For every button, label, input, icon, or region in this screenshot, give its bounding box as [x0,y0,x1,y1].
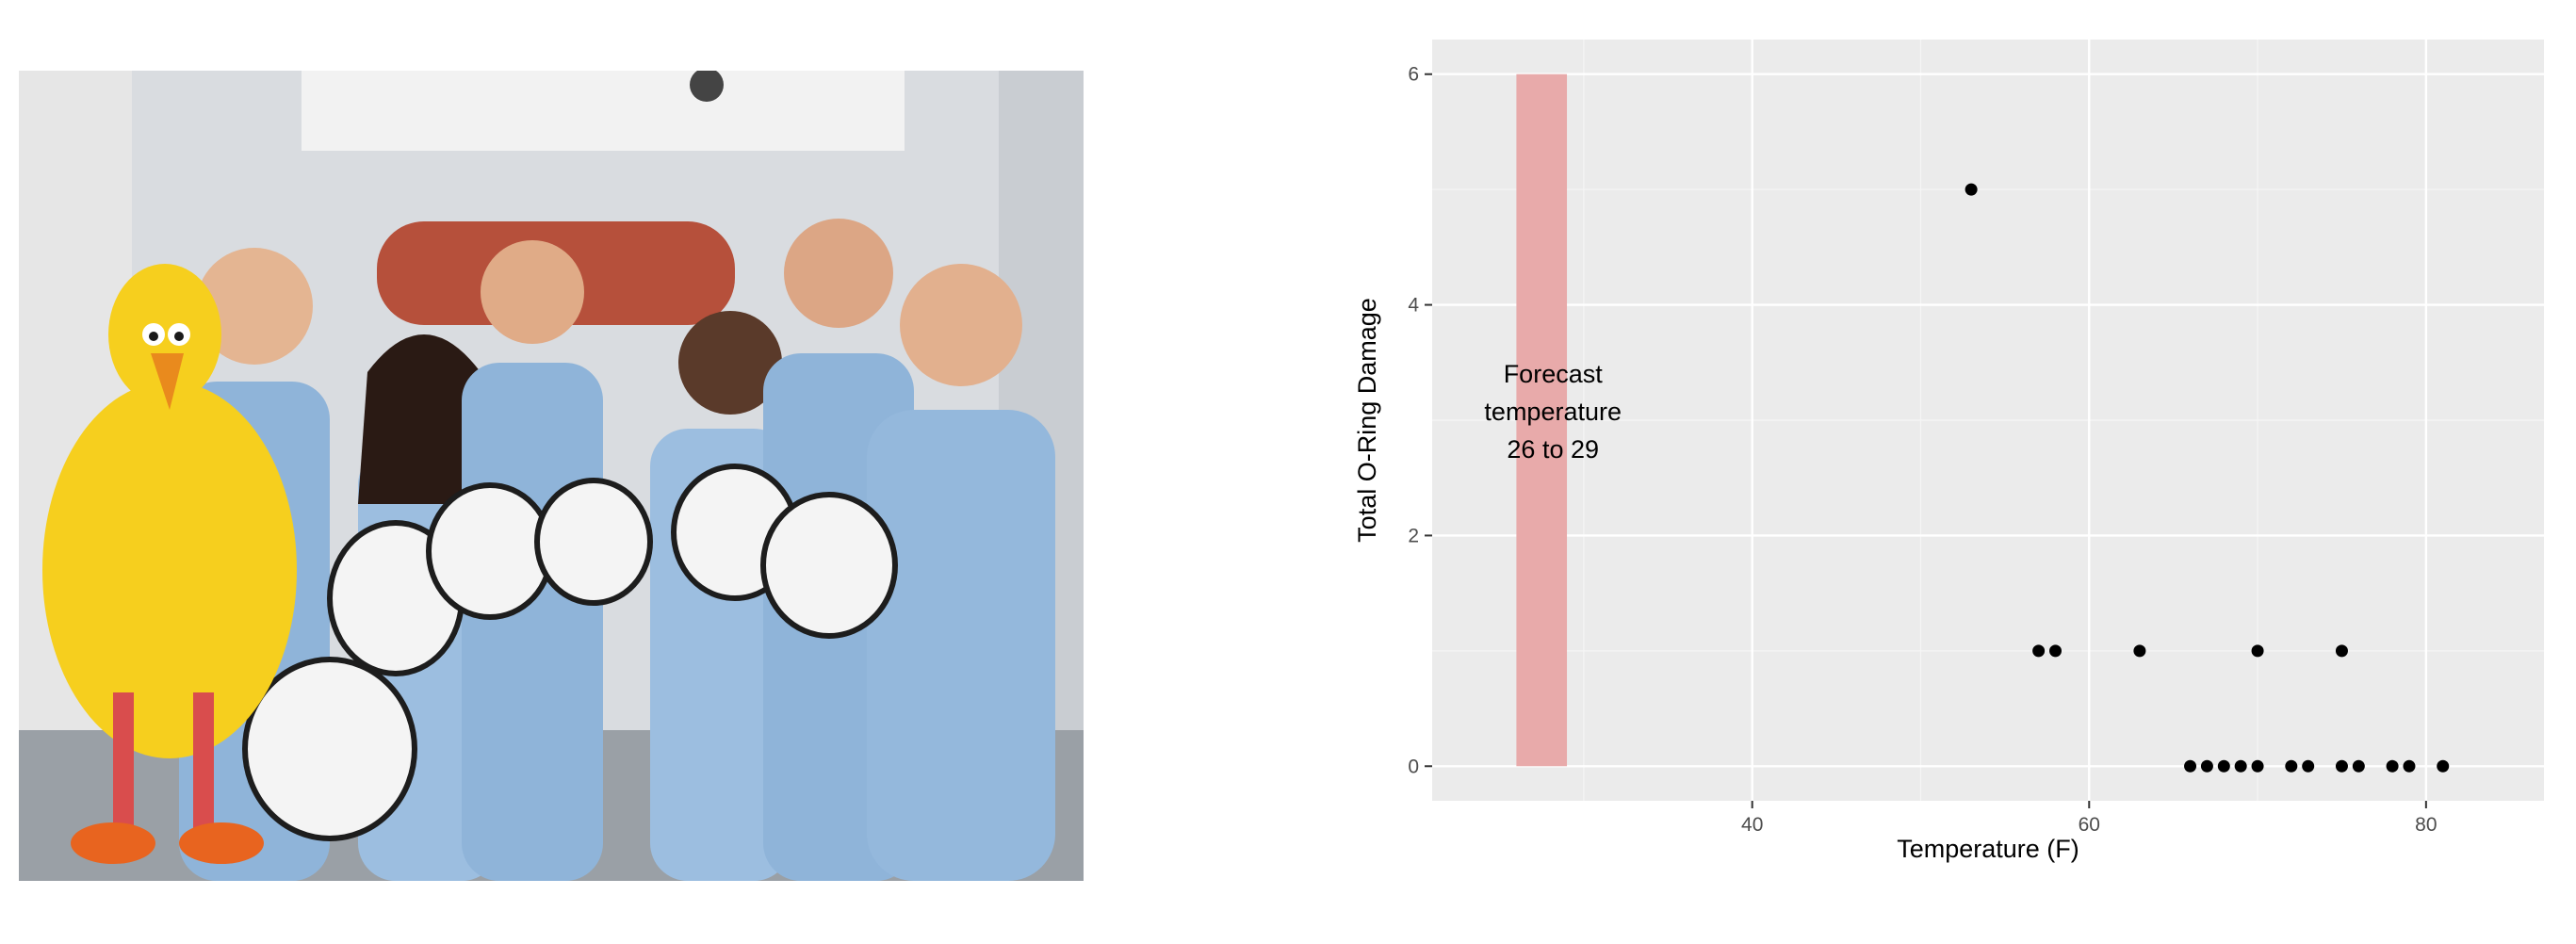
y-tick-label: 6 [1408,64,1419,86]
grid-minor [1432,40,2544,801]
forecast-annotation: Forecast temperature 26 to 29 [1484,360,1622,464]
y-tick-label: 4 [1408,295,1419,317]
grid-major [1432,40,2544,801]
data-point [2251,759,2264,773]
y-tick-label: 0 [1408,756,1419,777]
y-tick-label: 2 [1408,525,1419,546]
data-point [2302,759,2315,773]
crew-photo [19,71,1084,881]
data-point [2049,644,2062,658]
data-point [2335,759,2348,773]
data-point [2352,759,2365,773]
data-point [1965,183,1978,196]
ceiling-panel [302,71,905,151]
y-axis-title: Total O-Ring Damage [1353,298,1381,543]
yellow-bird-character [42,264,297,864]
data-point [2032,644,2046,658]
x-axis-ticks: 40 60 80 [1741,801,2437,836]
x-tick-label: 80 [2415,814,2437,836]
annotation-line: 26 to 29 [1507,435,1599,464]
data-point [2133,644,2146,658]
oring-damage-chart: Forecast temperature 26 to 29 40 60 80 0 2 4… [1353,40,2544,863]
forecast-temperature-band [1516,73,1568,767]
x-axis-title: Temperature (F) [1897,835,2079,863]
data-point [2403,759,2416,773]
annotation-line: temperature [1484,398,1622,426]
data-point [2386,759,2399,773]
data-point [2217,759,2230,773]
x-tick-label: 60 [2079,814,2100,836]
data-point [2437,759,2450,773]
data-point [2234,759,2247,773]
data-point [2335,644,2348,658]
helmet-icons [242,464,898,841]
data-point [2200,759,2213,773]
data-point [2184,759,2197,773]
y-axis-ticks: 0 2 4 6 [1408,64,1432,777]
data-points [1965,183,2450,773]
annotation-line: Forecast [1504,360,1604,388]
data-point [2251,644,2264,658]
ceiling-light-icon [690,71,724,102]
data-point [2285,759,2298,773]
crew-member-6 [867,264,1055,881]
x-tick-label: 40 [1741,814,1763,836]
